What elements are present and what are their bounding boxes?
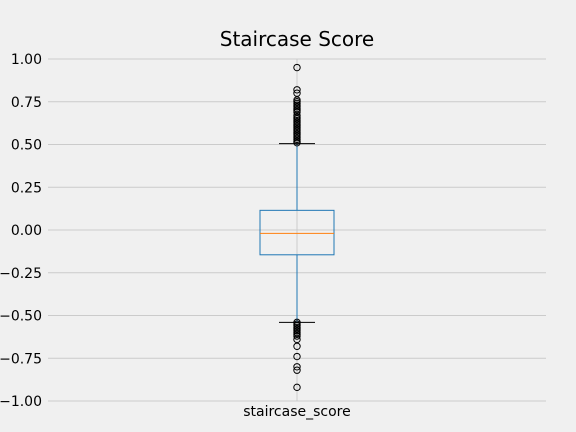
outlier-point bbox=[293, 63, 301, 72]
outlier-point bbox=[293, 86, 301, 94]
iqr-box bbox=[259, 209, 335, 256]
y-tick-label: 0.00 bbox=[11, 223, 42, 239]
outlier-point bbox=[293, 363, 301, 371]
outlier-point bbox=[293, 332, 301, 340]
chart-title: Staircase Score bbox=[220, 27, 374, 51]
outlier-point bbox=[293, 352, 301, 361]
y-axis-labels: 1.00 0.75 0.50 0.25 0.00 −0.25 −0.50 −0.75 −1.00 bbox=[0, 52, 42, 410]
x-tick-label: staircase_score bbox=[243, 404, 351, 420]
y-tick-label: −1.00 bbox=[0, 394, 42, 410]
outlier-point bbox=[293, 366, 301, 374]
y-tick-label: −0.25 bbox=[0, 266, 42, 282]
y-tick-label: −0.50 bbox=[0, 309, 42, 325]
y-tick-label: 0.50 bbox=[11, 138, 42, 154]
y-tick-label: 0.25 bbox=[11, 180, 42, 196]
y-tick-label: 0.75 bbox=[11, 95, 42, 111]
y-tick-label: 1.00 bbox=[11, 52, 42, 68]
outlier-point bbox=[293, 139, 301, 147]
outlier-point bbox=[293, 342, 301, 350]
y-tick-label: −0.75 bbox=[0, 351, 42, 367]
outlier-point bbox=[293, 383, 301, 392]
plot-layer bbox=[259, 63, 335, 392]
